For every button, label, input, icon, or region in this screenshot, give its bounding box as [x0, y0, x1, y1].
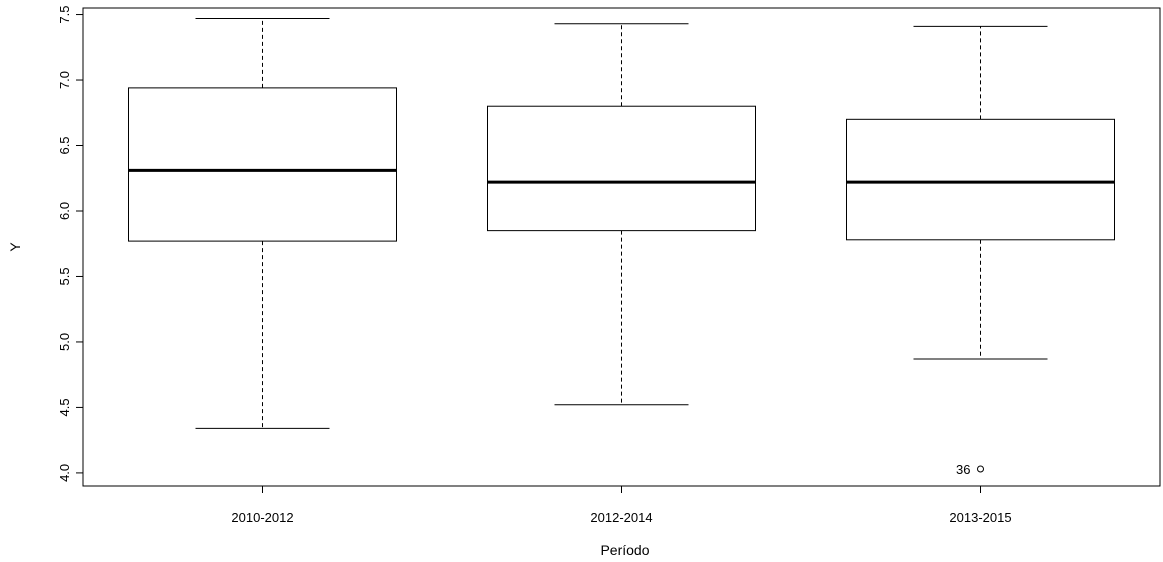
- y-tick-label-0: 4.0: [57, 464, 72, 482]
- box-2010-2012: [128, 17, 397, 429]
- boxes-group: 36: [128, 17, 1115, 477]
- x-tick-label-1: 2012-2014: [590, 510, 652, 525]
- y-tick-label-3: 5.5: [57, 267, 72, 285]
- y-tick-label-5: 6.5: [57, 136, 72, 154]
- x-tick-label-0: 2010-2012: [231, 510, 293, 525]
- y-tick-label-7: 7.5: [57, 6, 72, 24]
- y-tick-label-1: 4.5: [57, 398, 72, 416]
- y-axis: 4.0 4.5 5.0 5.5 6.0 6.5 7.0 7.5: [57, 6, 84, 482]
- iqr-box: [846, 118, 1115, 241]
- x-tick-label-2: 2013-2015: [949, 510, 1011, 525]
- y-tick-label-2: 5.0: [57, 333, 72, 351]
- y-axis-title: Y: [7, 242, 23, 252]
- iqr-box: [128, 87, 397, 242]
- box-2013-2015: 36: [846, 25, 1115, 477]
- outlier-label: 36: [956, 462, 970, 477]
- iqr-box: [487, 105, 756, 232]
- box-2012-2014: [487, 23, 756, 406]
- y-tick-label-4: 6.0: [57, 202, 72, 220]
- outlier-point: [977, 465, 984, 473]
- x-axis-title: Período: [600, 542, 649, 558]
- x-axis: 2010-2012 2012-2014 2013-2015: [231, 485, 1012, 525]
- y-tick-label-6: 7.0: [57, 71, 72, 89]
